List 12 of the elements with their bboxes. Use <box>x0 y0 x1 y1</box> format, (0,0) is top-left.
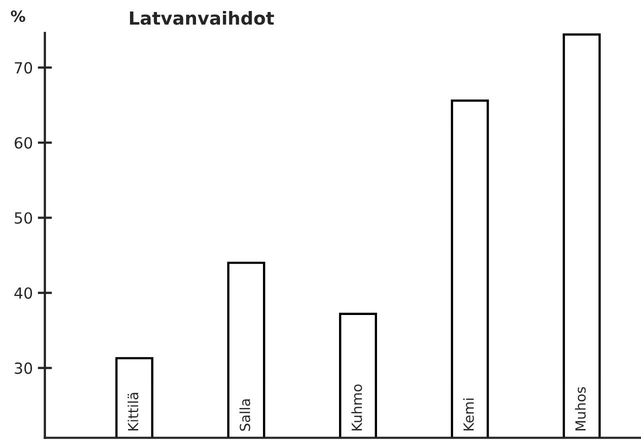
y-tick-label: 60 <box>14 137 32 149</box>
y-tick-label: 40 <box>14 287 32 299</box>
y-tick-label: 70 <box>14 62 32 74</box>
x-tick-label: Salla <box>239 399 250 431</box>
x-tick-label: Kuhmo <box>351 384 362 430</box>
x-tick-label: Kittilä <box>128 392 138 430</box>
y-axis-title: % <box>10 10 26 22</box>
x-tick-label: Kemi <box>463 398 474 430</box>
chart-title: Latvanvaihdot <box>130 10 274 25</box>
y-tick-label: 30 <box>14 362 32 374</box>
y-tick-label: 50 <box>14 212 32 224</box>
x-tick-label: Muhos <box>575 387 586 430</box>
